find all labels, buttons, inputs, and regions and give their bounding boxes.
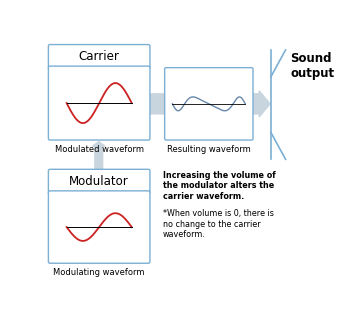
Text: Resulting waveform: Resulting waveform [167, 145, 251, 154]
Text: Sound
output: Sound output [290, 52, 334, 80]
FancyArrow shape [92, 141, 105, 169]
FancyBboxPatch shape [48, 44, 150, 69]
Text: Increasing the volume of
the modulator alters the
carrier waveform.: Increasing the volume of the modulator a… [163, 171, 276, 201]
Text: Modulated waveform: Modulated waveform [55, 145, 144, 154]
FancyBboxPatch shape [48, 191, 150, 263]
Text: Carrier: Carrier [79, 50, 120, 63]
Text: Modulating waveform: Modulating waveform [54, 268, 145, 277]
FancyBboxPatch shape [48, 169, 150, 194]
Text: *When volume is 0, there is
no change to the carrier
waveform.: *When volume is 0, there is no change to… [163, 209, 274, 239]
FancyBboxPatch shape [48, 66, 150, 140]
FancyArrow shape [151, 91, 270, 117]
Text: Modulator: Modulator [69, 175, 129, 188]
FancyBboxPatch shape [164, 68, 253, 140]
